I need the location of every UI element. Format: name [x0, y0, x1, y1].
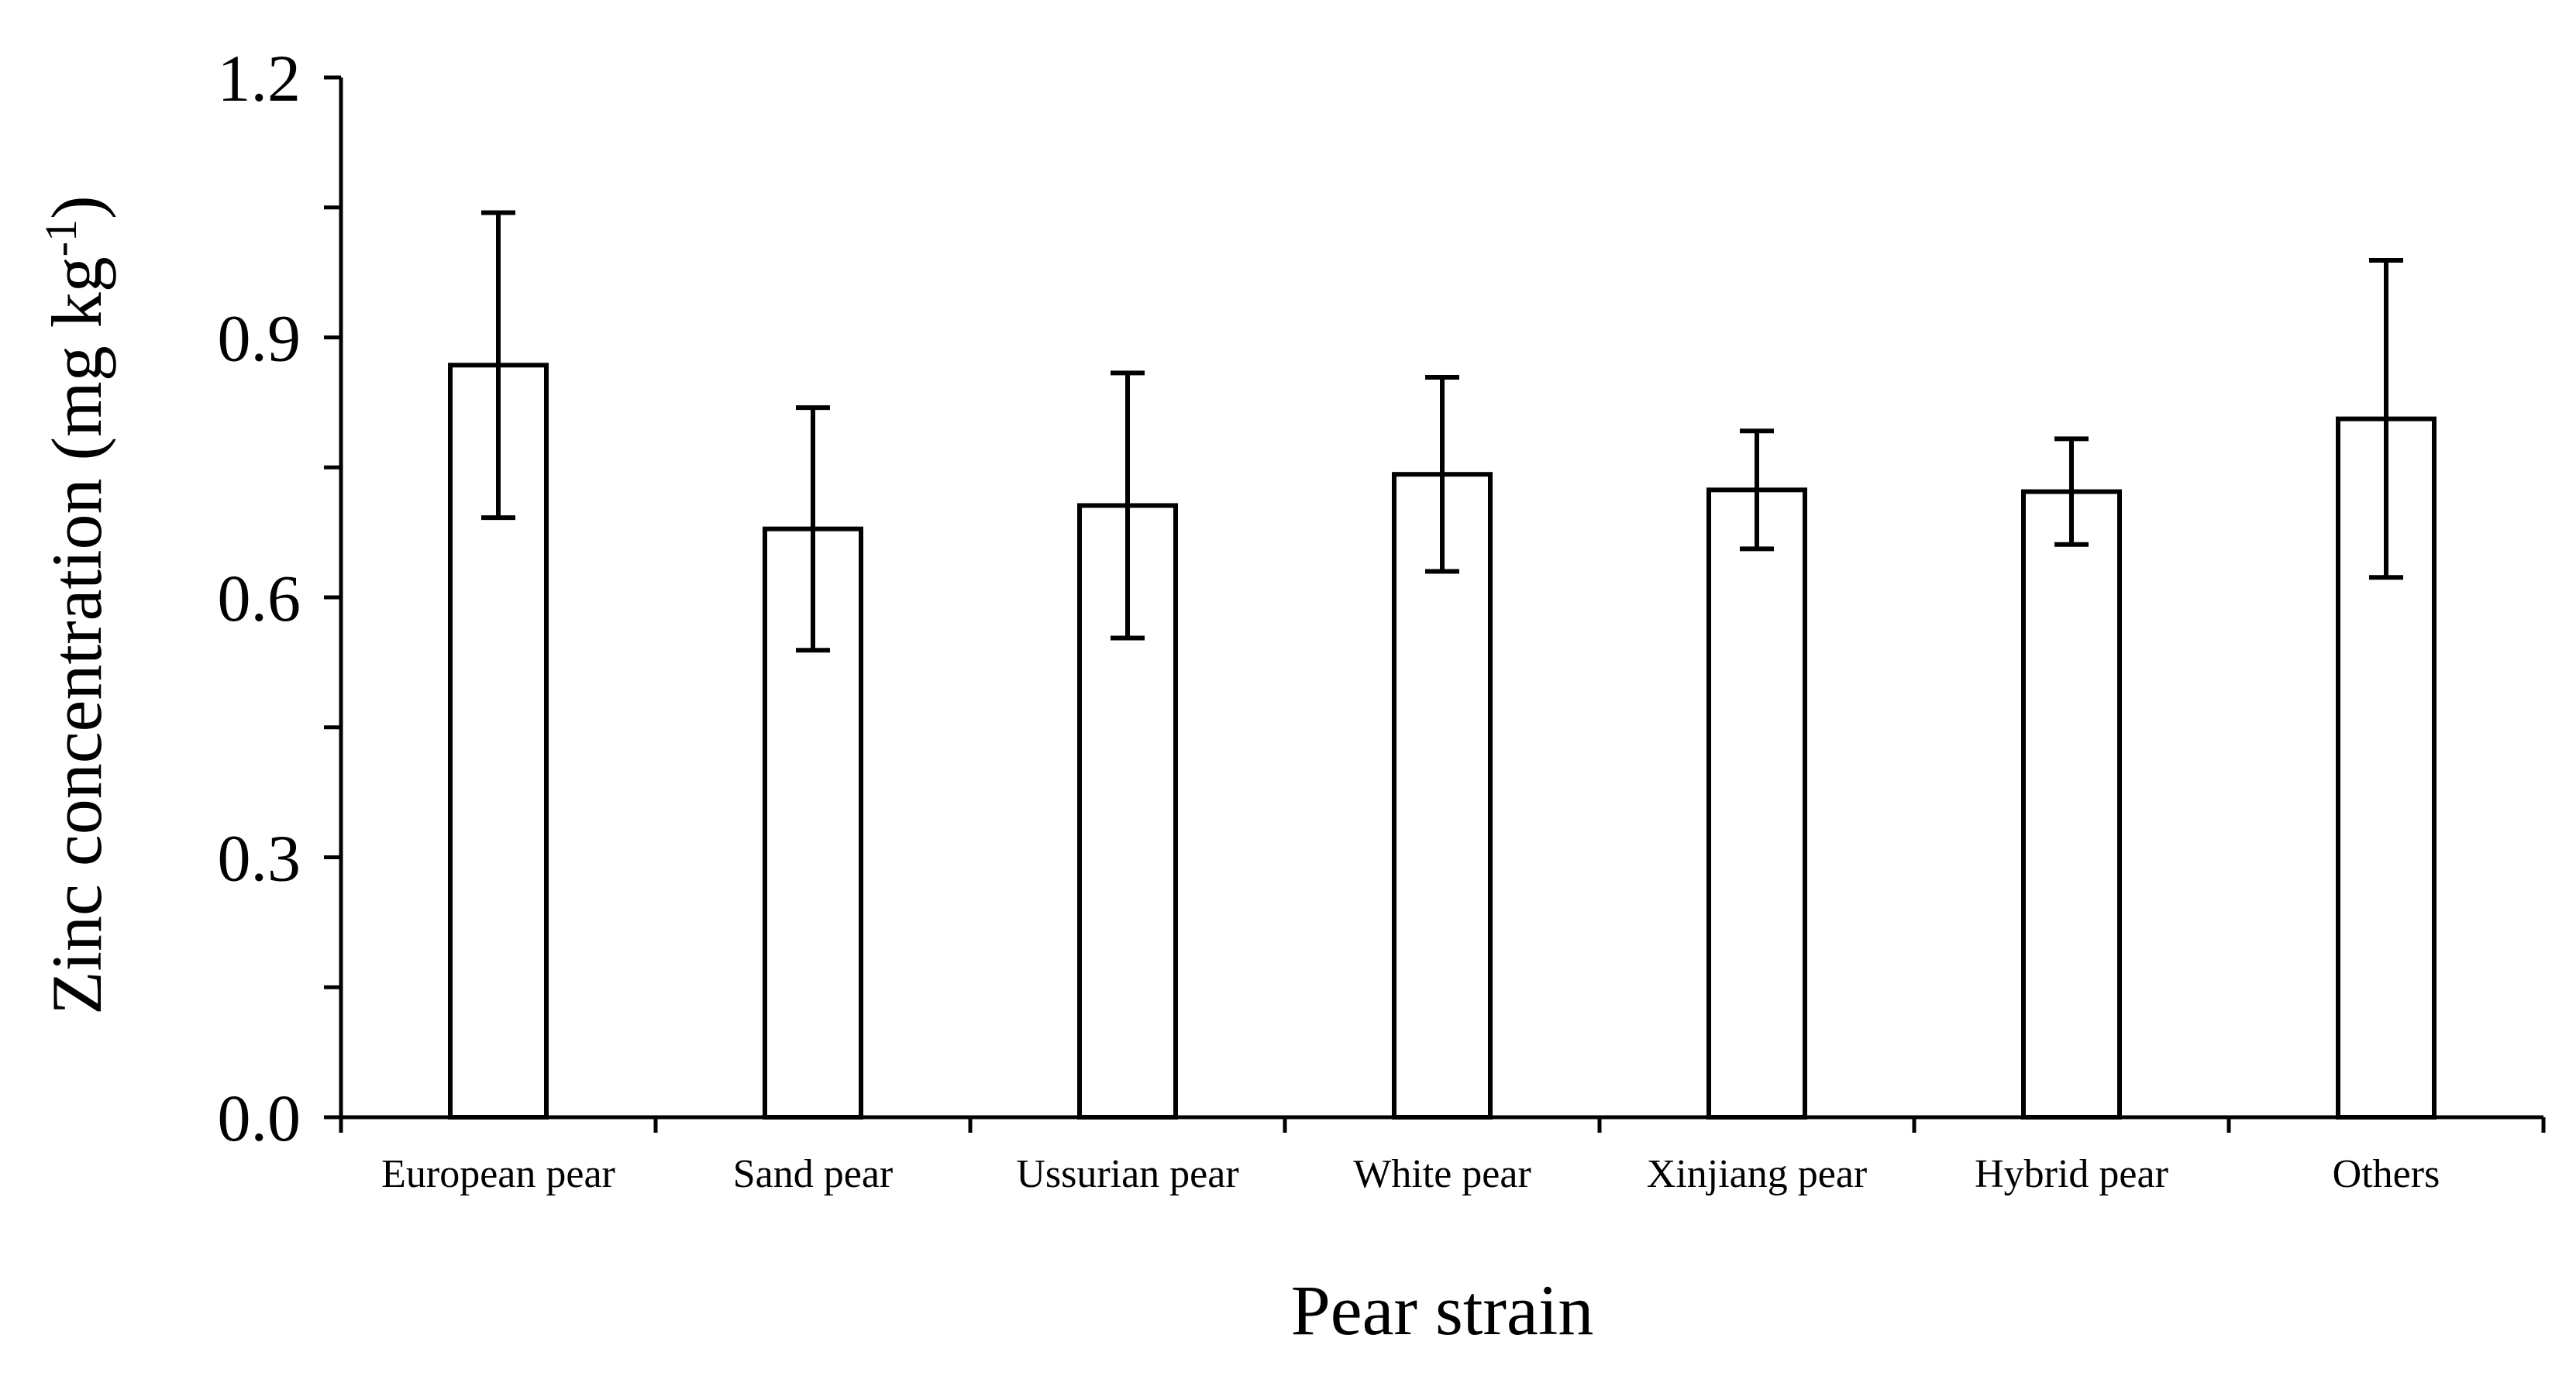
x-tick-label: Hybrid pear	[1975, 1152, 2168, 1196]
y-ticks-group: 0.0 0.3 0.6 0.9 1.2	[218, 41, 341, 1155]
bar	[1392, 472, 1493, 1120]
bar	[1706, 487, 1807, 1120]
x-ticks-group: European pear Sand pear Ussurian pear White…	[339, 1117, 2546, 1196]
y-tick-label: 0.3	[218, 821, 301, 896]
y-axis-title-main: Zinc concentration (mg kg	[37, 256, 116, 1014]
x-tick-label: Sand pear	[733, 1152, 893, 1196]
x-tick-label: Ussurian pear	[1016, 1152, 1238, 1196]
y-tick-label: 0.0	[218, 1081, 301, 1155]
y-axis-title: Zinc concentration (mg kg-1)	[36, 195, 117, 1014]
axis-titles-group: Pear strain Zinc concentration (mg kg-1)	[36, 195, 1594, 1350]
x-axis-title: Pear strain	[1291, 1271, 1594, 1350]
y-tick-label: 0.6	[218, 561, 301, 635]
bar	[2021, 489, 2122, 1120]
x-tick-label: European pear	[381, 1152, 615, 1196]
x-tick-label: Others	[2333, 1152, 2440, 1196]
error-bars-group	[481, 210, 2403, 653]
y-axis-title-superscript: -1	[36, 219, 86, 256]
y-tick-label: 1.2	[218, 41, 301, 115]
y-axis-title-close: )	[37, 195, 116, 219]
y-tick-label: 0.9	[218, 301, 301, 376]
x-tick-label: White pear	[1353, 1152, 1531, 1196]
x-tick-label: Xinjiang pear	[1647, 1152, 1867, 1196]
